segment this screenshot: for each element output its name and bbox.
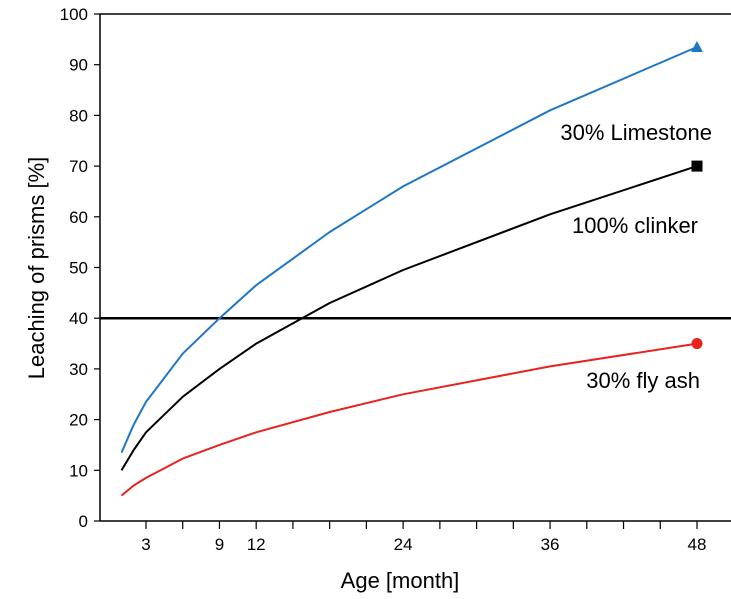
y-tick-label: 100 [60,5,88,24]
x-axis: 3 9 12 24 36 48 [141,521,706,554]
plot-area [99,13,731,522]
y-tick-label: 10 [69,461,88,480]
x-axis-title: Age [month] [341,568,460,593]
series-label-30-limestone: 30% Limestone [560,120,712,145]
marker-triangle-30-limestone [691,40,703,52]
series-line-30-fly-ash [120,342,698,497]
series-labels: 30% Limestone 100% clinker 30% fly ash [560,120,712,393]
series-label-100-clinker: 100% clinker [572,213,698,238]
series-group [120,40,703,497]
x-tick-label: 36 [541,535,560,554]
y-tick-label: 90 [69,56,88,75]
y-tick-label: 40 [69,309,88,328]
series-line-100-clinker [120,165,698,471]
y-tick-label: 0 [79,512,88,531]
x-tick-label: 24 [394,535,413,554]
x-tick-label: 9 [215,535,224,554]
y-axis: 0 10 20 30 40 50 60 70 80 90 100 [60,5,100,531]
marker-square-100-clinker [691,160,703,172]
y-tick-label: 20 [69,411,88,430]
x-tick-label: 3 [141,535,150,554]
y-tick-label: 60 [69,208,88,227]
y-tick-label: 30 [69,360,88,379]
x-tick-label: 12 [247,535,266,554]
y-axis-title: Leaching of prisms [%] [24,157,49,380]
series-label-30-fly-ash: 30% fly ash [586,368,700,393]
y-tick-label: 80 [69,106,88,125]
y-tick-label: 50 [69,259,88,278]
series-line-30-limestone [120,46,698,454]
marker-circle-30-fly-ash [691,338,703,350]
y-tick-label: 70 [69,157,88,176]
x-tick-label: 48 [688,535,707,554]
